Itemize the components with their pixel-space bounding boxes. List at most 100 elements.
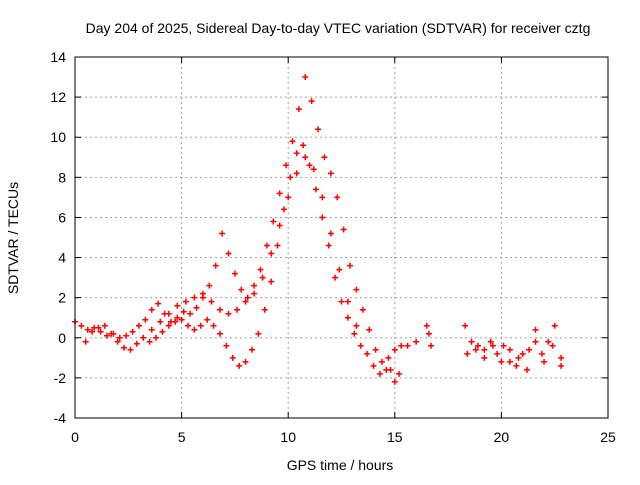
data-point [428,342,435,349]
data-point [327,230,334,237]
data-point [319,214,326,221]
data-point [229,354,236,361]
data-point [172,318,179,325]
data-point [332,274,339,281]
data-point [532,338,539,345]
data-point [494,350,501,357]
data-point [268,250,275,257]
y-tick-label: 10 [50,129,66,145]
data-point [127,346,134,353]
x-tick-label: 20 [494,429,510,445]
data-point [210,322,217,329]
data-point [357,342,364,349]
data-point [219,230,226,237]
data-point [351,330,358,337]
data-point [545,338,552,345]
data-point [558,362,565,369]
data-point [184,322,191,329]
data-point [302,74,309,81]
data-point [135,322,142,329]
data-point [366,326,373,333]
data-point [353,322,360,329]
y-tick-label: 2 [58,290,66,306]
data-point [295,106,302,113]
y-tick-label: 8 [58,169,66,185]
data-point [336,266,343,273]
data-point [206,282,213,289]
data-point [498,358,505,365]
data-point [327,170,334,177]
data-point [236,362,243,369]
data-point [353,286,360,293]
data-point [425,330,432,337]
data-point [391,346,398,353]
series-track-b [82,142,390,377]
series-track-e [462,322,565,369]
x-tick-label: 10 [280,429,296,445]
data-point [255,330,262,337]
data-point [359,306,366,313]
data-point [251,290,258,297]
data-point [225,250,232,257]
data-point [274,242,281,249]
data-point [148,306,155,313]
data-point [306,162,313,169]
data-point [319,194,326,201]
data-point [549,342,556,349]
data-point [270,218,277,225]
data-point [153,334,160,341]
data-point [340,226,347,233]
data-point [515,354,522,361]
data-point [474,342,481,349]
data-point [538,350,545,357]
series-track-f [464,338,565,373]
data-point [155,300,162,307]
grid [75,57,608,418]
data-point [413,338,420,345]
data-point [238,286,245,293]
data-points [72,74,565,385]
data-point [334,194,341,201]
data-point [519,350,526,357]
data-point [487,338,494,345]
data-point [310,166,317,173]
data-point [103,332,110,339]
data-point [148,326,155,333]
data-point [199,290,206,297]
data-point [212,262,219,269]
data-point [287,174,294,181]
data-point [387,366,394,373]
data-point [165,310,172,317]
x-tick-label: 15 [387,429,403,445]
data-point [242,358,249,365]
data-point [178,316,185,323]
data-point [208,298,215,305]
data-point [293,170,300,177]
data-point [146,338,153,345]
data-point [481,354,488,361]
data-point [398,342,405,349]
data-point [244,294,251,301]
data-point [551,322,558,329]
x-tick-label: 25 [600,429,616,445]
data-point [191,294,198,301]
data-point [197,322,204,329]
data-point [121,344,128,351]
data-point [532,326,539,333]
data-point [338,298,345,305]
data-point [312,186,319,193]
data-point [82,338,89,345]
data-point [204,316,211,323]
data-point [300,142,307,149]
data-point [376,370,383,377]
data-point [234,306,241,313]
data-point [261,306,268,313]
data-point [129,328,136,335]
data-point [248,346,255,353]
data-point [95,324,102,331]
series-track-a [72,74,405,365]
data-point [142,316,149,323]
data-point [302,154,309,161]
